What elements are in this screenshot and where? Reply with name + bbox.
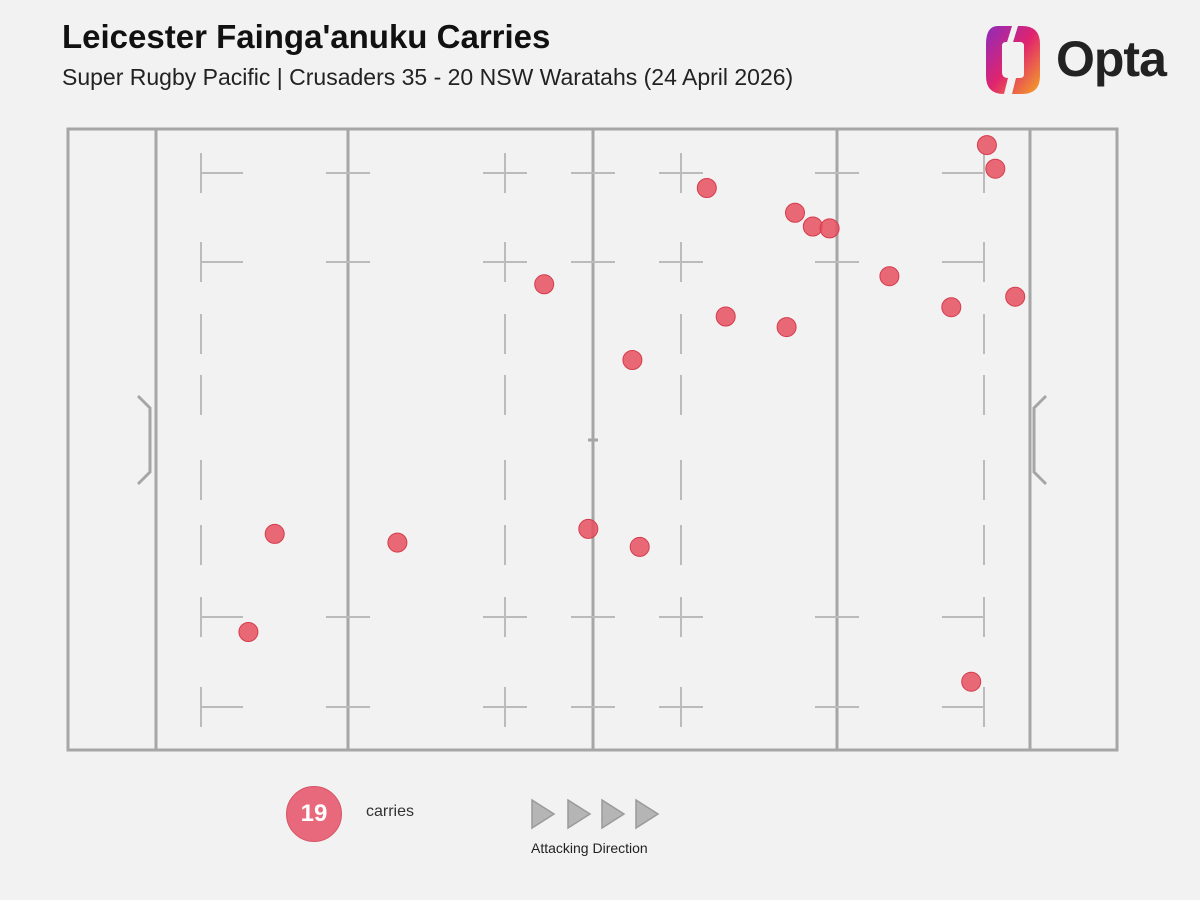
carry-point	[238, 622, 259, 642]
carry-point	[578, 518, 599, 539]
attacking-direction-label: Attacking Direction	[531, 840, 648, 856]
carry-point	[264, 523, 285, 544]
carry-point	[802, 216, 823, 237]
carry-point	[629, 536, 650, 557]
carry-point	[819, 218, 840, 239]
carry-point	[534, 274, 555, 295]
carries-count-badge: 19	[286, 786, 342, 842]
opta-logo-icon	[986, 26, 1040, 94]
carry-point	[715, 306, 736, 327]
carry-point	[776, 317, 797, 338]
carry-point	[622, 350, 643, 370]
triangle-right-icon	[601, 798, 626, 830]
carry-point	[387, 532, 408, 553]
goal-post-right	[1032, 394, 1048, 486]
triangle-right-icon	[635, 798, 660, 830]
chart-subtitle: Super Rugby Pacific | Crusaders 35 - 20 …	[62, 64, 794, 90]
triangle-right-icon	[567, 798, 592, 830]
carry-point	[961, 671, 982, 692]
carry-point	[1005, 286, 1026, 307]
carry-point	[879, 266, 900, 287]
triangle-right-icon	[531, 798, 556, 830]
carries-label: carries	[366, 803, 415, 820]
goal-post-left	[136, 394, 152, 486]
carry-point	[941, 297, 962, 318]
carry-point	[785, 202, 805, 223]
opta-logo-text: Opta	[1056, 31, 1167, 87]
carry-point	[976, 135, 997, 156]
attacking-direction-arrows	[531, 798, 660, 830]
carry-point	[696, 178, 717, 198]
chart-title: Leicester Fainga'anuku Carries	[62, 18, 551, 55]
carry-point	[985, 158, 1006, 179]
